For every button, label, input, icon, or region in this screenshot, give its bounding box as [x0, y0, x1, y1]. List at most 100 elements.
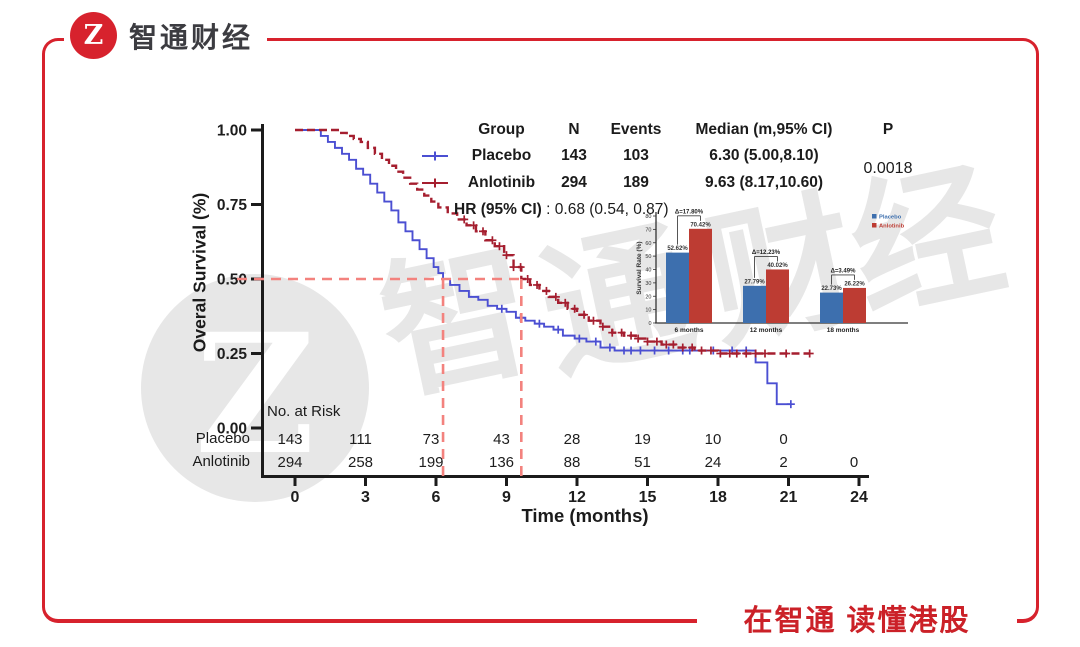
legend-row-anlotinib-events: 189	[623, 173, 649, 191]
legend-row-placebo-n: 143	[561, 146, 587, 164]
watermark-char: 经	[838, 147, 1017, 339]
inset-bar-placebo	[666, 252, 689, 323]
inset-legend-swatch	[872, 223, 877, 228]
y-tick-label: 0.75	[217, 197, 248, 214]
inset-delta-label: Δ=17.80%	[675, 209, 704, 215]
risk-count: 51	[634, 454, 651, 471]
x-axis-title: Time (months)	[521, 505, 649, 526]
x-tick-label: 21	[780, 489, 798, 506]
legend-row-anlotinib-n: 294	[561, 173, 587, 191]
inset-y-tick-label: 80	[645, 214, 651, 220]
watermark-logo-icon	[141, 274, 369, 502]
watermark-monogram: Z	[195, 297, 315, 491]
risk-count: 294	[277, 454, 302, 471]
legend-header-median: Median (m,95% CI)	[695, 120, 833, 138]
inset-delta-label: Δ=12.23%	[752, 250, 781, 256]
hazard-ratio-line: HR (95% CI) : 0.68 (0.54, 0.87)	[454, 201, 921, 219]
watermark-char: 智	[368, 227, 547, 419]
inset-y-tick-label: 0	[648, 321, 651, 327]
legend-header-p: P	[882, 120, 894, 138]
y-tick-label: 0.00	[217, 421, 247, 438]
placebo-curve-marker-icon	[416, 149, 454, 163]
brand-logo-icon: Z	[70, 12, 117, 59]
x-tick-label: 18	[709, 489, 727, 506]
inset-value-label: 52.62%	[667, 246, 688, 252]
risk-count: 0	[850, 454, 858, 471]
risk-count: 143	[277, 431, 302, 448]
x-tick-label: 6	[432, 489, 441, 506]
risk-row-label-anlotinib: Anlotinib	[192, 453, 250, 470]
risk-count: 73	[423, 431, 440, 448]
legend-row-anlotinib-group: Anlotinib	[467, 173, 536, 191]
inset-y-tick-label: 60	[645, 241, 651, 247]
inset-y-tick-label: 30	[645, 281, 651, 287]
risk-count: 10	[705, 431, 722, 448]
risk-count: 0	[779, 431, 787, 448]
risk-row-label-placebo: Placebo	[195, 430, 250, 447]
y-tick-label: 0.25	[217, 346, 248, 363]
risk-count: 24	[705, 454, 722, 471]
inset-y-tick-label: 40	[645, 268, 651, 274]
inset-legend-swatch	[872, 214, 877, 219]
y-tick-label: 1.00	[217, 123, 247, 140]
inset-value-label: 40.02%	[767, 263, 788, 269]
inset-y-tick-label: 20	[645, 294, 651, 300]
legend-table: Group N Events Median (m,95% CI) P Place…	[416, 117, 921, 224]
brand-header: Z 智通财经	[64, 6, 268, 65]
inset-y-tick-label: 50	[645, 254, 651, 260]
x-tick-label: 15	[639, 489, 657, 506]
inset-y-axis-title: Survival Rate (%)	[636, 241, 643, 294]
hazard-ratio-value: : 0.68 (0.54, 0.87)	[546, 201, 669, 218]
risk-count: 28	[564, 431, 581, 448]
inset-bar-anlotinib	[843, 287, 866, 323]
risk-table-title: No. at Risk	[267, 403, 341, 420]
inset-category-label: 18 months	[827, 327, 860, 334]
inset-category-label: 12 months	[750, 327, 783, 334]
hazard-ratio-label: HR (95% CI)	[454, 201, 542, 218]
inset-value-label: 22.73%	[821, 286, 842, 292]
x-tick-label: 3	[361, 489, 370, 506]
inset-bar-placebo	[820, 292, 843, 323]
inset-legend-label: Anlotinib	[879, 224, 905, 230]
risk-count: 2	[779, 454, 787, 471]
inset-y-tick-label: 10	[645, 308, 651, 314]
inset-y-tick-label: 70	[645, 227, 651, 233]
legend-header-group: Group	[478, 120, 525, 138]
legend-row-placebo-median: 6.30 (5.00,8.10)	[709, 146, 819, 164]
border-frame	[42, 38, 1039, 623]
brand-monogram: Z	[83, 20, 104, 51]
inset-value-label: 70.42%	[690, 222, 711, 228]
anlotinib-survival-curve	[295, 128, 810, 355]
inset-delta-label: Δ=3.49%	[831, 268, 856, 274]
inset-legend-label: Placebo	[879, 215, 902, 221]
anlotinib-curve-marker-icon	[416, 176, 454, 190]
inset-bar-placebo	[743, 285, 766, 323]
inset-value-label: 27.79%	[744, 279, 765, 285]
legend-header-n: N	[568, 120, 580, 138]
brand-name: 智通财经	[129, 21, 254, 53]
risk-count: 88	[564, 454, 581, 471]
risk-count: 258	[348, 454, 373, 471]
x-tick-label: 24	[850, 489, 868, 506]
inset-bar-anlotinib	[766, 269, 789, 323]
legend-row-anlotinib-median: 9.63 (8.17,10.60)	[704, 173, 824, 191]
inset-value-label: 26.22%	[844, 281, 865, 287]
x-tick-label: 0	[291, 489, 300, 506]
legend-header-events: Events	[610, 120, 662, 138]
brand-slogan: 在智通 读懂港股	[697, 592, 1017, 644]
risk-count: 19	[634, 431, 651, 448]
x-tick-label: 12	[568, 489, 586, 506]
y-tick-label: 0.50	[217, 272, 247, 289]
risk-count: 136	[489, 454, 514, 471]
p-value: 0.0018	[863, 160, 913, 177]
risk-count: 43	[493, 431, 510, 448]
risk-count: 199	[418, 454, 443, 471]
risk-count: 111	[349, 431, 372, 448]
inset-category-label: 6 months	[675, 327, 704, 334]
legend-row-placebo-group: Placebo	[471, 146, 532, 164]
legend-row-placebo-events: 103	[623, 146, 649, 164]
x-tick-label: 9	[502, 489, 511, 506]
inset-bar-anlotinib	[689, 228, 712, 323]
